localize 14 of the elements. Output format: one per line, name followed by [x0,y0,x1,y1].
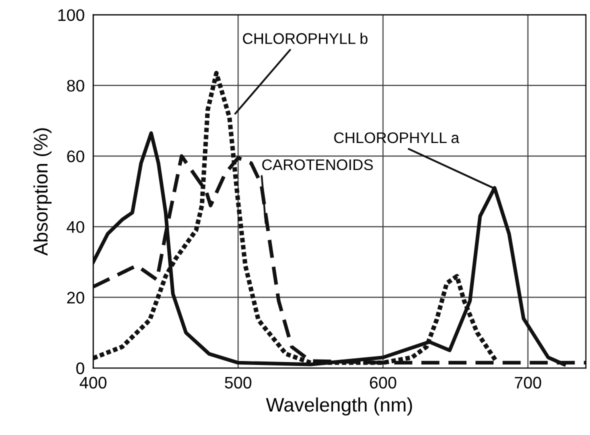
y-tick-label: 100 [58,9,84,21]
annotation: CHLOROPHYLL b [242,32,368,44]
y-tick-label: 60 [67,150,84,162]
y-tick-label: 80 [67,80,84,92]
y-axis-title: Absorption (%) [33,128,52,256]
x-tick-label: 400 [80,376,106,389]
y-tick-label: 0 [76,362,84,374]
annotation: CAROTENOIDS [262,159,373,170]
y-tick-label: 40 [66,221,84,233]
y-tick-label: 20 [67,292,84,304]
x-tick-label: 700 [514,376,542,389]
x-tick-label: 500 [224,376,252,389]
x-tick-label: 600 [370,376,396,389]
x-axis-title: Wavelength (nm) [266,397,412,416]
